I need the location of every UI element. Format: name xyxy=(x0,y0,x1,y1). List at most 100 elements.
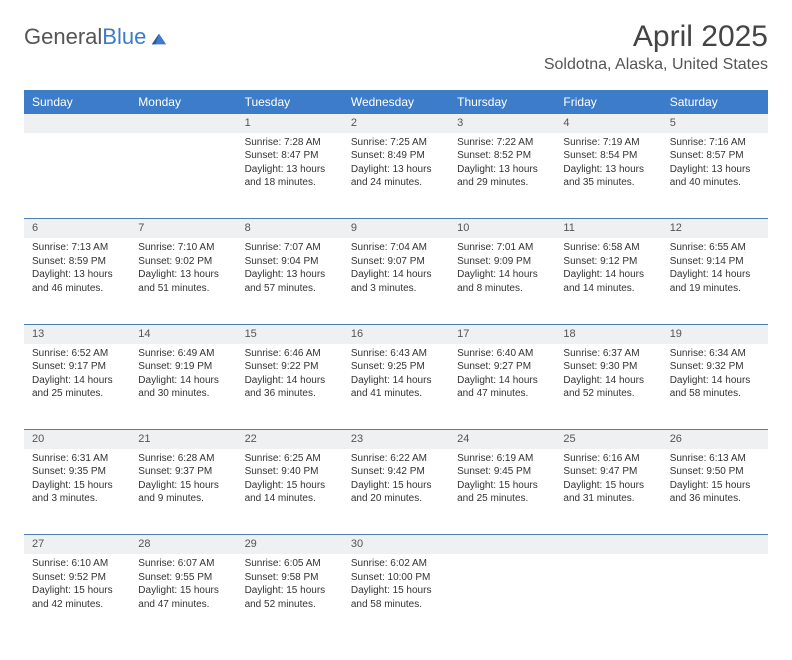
sunset-line: Sunset: 8:57 PM xyxy=(670,149,760,163)
day-cell xyxy=(130,133,236,219)
daylight-line: Daylight: 15 hours and 42 minutes. xyxy=(32,584,122,611)
sunset-line: Sunset: 9:30 PM xyxy=(563,360,653,374)
daylight-line: Daylight: 13 hours and 40 minutes. xyxy=(670,163,760,190)
day-cell: Sunrise: 7:25 AMSunset: 8:49 PMDaylight:… xyxy=(343,133,449,219)
daylight-line: Daylight: 14 hours and 52 minutes. xyxy=(563,374,653,401)
sunrise-line: Sunrise: 7:22 AM xyxy=(457,136,547,150)
daylight-line: Daylight: 15 hours and 52 minutes. xyxy=(245,584,335,611)
day-number-cell: 11 xyxy=(555,219,661,238)
brand-mark-icon xyxy=(150,28,168,46)
sunset-line: Sunset: 9:27 PM xyxy=(457,360,547,374)
day-number: 1 xyxy=(245,117,251,129)
day-cell: Sunrise: 6:55 AMSunset: 9:14 PMDaylight:… xyxy=(662,238,768,324)
day-number-cell: 3 xyxy=(449,114,555,133)
day-number-cell: 28 xyxy=(130,535,236,554)
day-number-cell: 13 xyxy=(24,324,130,343)
day-number-cell: 23 xyxy=(343,430,449,449)
day-cell: Sunrise: 6:49 AMSunset: 9:19 PMDaylight:… xyxy=(130,344,236,430)
day-number-cell: 16 xyxy=(343,324,449,343)
daylight-line: Daylight: 13 hours and 18 minutes. xyxy=(245,163,335,190)
day-number: 19 xyxy=(670,328,682,340)
weekday-header-row: SundayMondayTuesdayWednesdayThursdayFrid… xyxy=(24,90,768,114)
daylight-line: Daylight: 14 hours and 30 minutes. xyxy=(138,374,228,401)
daylight-line: Daylight: 13 hours and 57 minutes. xyxy=(245,268,335,295)
sunset-line: Sunset: 8:54 PM xyxy=(563,149,653,163)
day-number: 6 xyxy=(32,222,38,234)
daylight-line: Daylight: 14 hours and 14 minutes. xyxy=(563,268,653,295)
day-number-cell: 26 xyxy=(662,430,768,449)
day-cell: Sunrise: 7:28 AMSunset: 8:47 PMDaylight:… xyxy=(237,133,343,219)
day-number-cell xyxy=(130,114,236,133)
page-header: GeneralBlue April 2025 Soldotna, Alaska,… xyxy=(24,20,768,74)
day-cell: Sunrise: 6:52 AMSunset: 9:17 PMDaylight:… xyxy=(24,344,130,430)
sunrise-line: Sunrise: 6:16 AM xyxy=(563,452,653,466)
day-number: 28 xyxy=(138,538,150,550)
sunset-line: Sunset: 9:22 PM xyxy=(245,360,335,374)
week-row: Sunrise: 6:52 AMSunset: 9:17 PMDaylight:… xyxy=(24,344,768,430)
daylight-line: Daylight: 15 hours and 14 minutes. xyxy=(245,479,335,506)
daylight-line: Daylight: 15 hours and 25 minutes. xyxy=(457,479,547,506)
day-number: 27 xyxy=(32,538,44,550)
day-cell xyxy=(24,133,130,219)
sunrise-line: Sunrise: 6:37 AM xyxy=(563,347,653,361)
day-cell xyxy=(555,554,661,640)
day-number: 22 xyxy=(245,433,257,445)
daylight-line: Daylight: 14 hours and 3 minutes. xyxy=(351,268,441,295)
sunset-line: Sunset: 8:52 PM xyxy=(457,149,547,163)
day-number-cell: 9 xyxy=(343,219,449,238)
weekday-header: Monday xyxy=(130,90,236,114)
brand-part2: Blue xyxy=(102,24,146,50)
sunset-line: Sunset: 9:58 PM xyxy=(245,571,335,585)
sunset-line: Sunset: 9:37 PM xyxy=(138,465,228,479)
daylight-line: Daylight: 15 hours and 58 minutes. xyxy=(351,584,441,611)
daylight-line: Daylight: 14 hours and 41 minutes. xyxy=(351,374,441,401)
daynum-row: 13141516171819 xyxy=(24,324,768,343)
day-number-cell: 17 xyxy=(449,324,555,343)
day-cell: Sunrise: 6:10 AMSunset: 9:52 PMDaylight:… xyxy=(24,554,130,640)
day-number: 5 xyxy=(670,117,676,129)
sunset-line: Sunset: 9:19 PM xyxy=(138,360,228,374)
day-number-cell: 5 xyxy=(662,114,768,133)
sunrise-line: Sunrise: 6:31 AM xyxy=(32,452,122,466)
day-cell: Sunrise: 6:34 AMSunset: 9:32 PMDaylight:… xyxy=(662,344,768,430)
day-number: 25 xyxy=(563,433,575,445)
day-cell: Sunrise: 6:25 AMSunset: 9:40 PMDaylight:… xyxy=(237,449,343,535)
day-number-cell: 30 xyxy=(343,535,449,554)
day-cell: Sunrise: 7:04 AMSunset: 9:07 PMDaylight:… xyxy=(343,238,449,324)
sunset-line: Sunset: 9:04 PM xyxy=(245,255,335,269)
day-cell: Sunrise: 7:13 AMSunset: 8:59 PMDaylight:… xyxy=(24,238,130,324)
day-number: 16 xyxy=(351,328,363,340)
sunset-line: Sunset: 9:07 PM xyxy=(351,255,441,269)
day-number-cell: 29 xyxy=(237,535,343,554)
sunset-line: Sunset: 9:35 PM xyxy=(32,465,122,479)
weekday-header: Thursday xyxy=(449,90,555,114)
sunrise-line: Sunrise: 7:19 AM xyxy=(563,136,653,150)
day-number: 12 xyxy=(670,222,682,234)
daylight-line: Daylight: 14 hours and 47 minutes. xyxy=(457,374,547,401)
location-label: Soldotna, Alaska, United States xyxy=(544,56,768,74)
sunset-line: Sunset: 9:32 PM xyxy=(670,360,760,374)
daylight-line: Daylight: 13 hours and 29 minutes. xyxy=(457,163,547,190)
weekday-header: Tuesday xyxy=(237,90,343,114)
weekday-header: Wednesday xyxy=(343,90,449,114)
weekday-header: Sunday xyxy=(24,90,130,114)
day-number-cell: 8 xyxy=(237,219,343,238)
day-number-cell: 6 xyxy=(24,219,130,238)
sunset-line: Sunset: 9:25 PM xyxy=(351,360,441,374)
day-number: 18 xyxy=(563,328,575,340)
daylight-line: Daylight: 13 hours and 35 minutes. xyxy=(563,163,653,190)
sunrise-line: Sunrise: 6:43 AM xyxy=(351,347,441,361)
daylight-line: Daylight: 13 hours and 24 minutes. xyxy=(351,163,441,190)
day-cell: Sunrise: 6:02 AMSunset: 10:00 PMDaylight… xyxy=(343,554,449,640)
day-number: 2 xyxy=(351,117,357,129)
day-number-cell: 10 xyxy=(449,219,555,238)
day-cell: Sunrise: 6:46 AMSunset: 9:22 PMDaylight:… xyxy=(237,344,343,430)
day-cell: Sunrise: 6:31 AMSunset: 9:35 PMDaylight:… xyxy=(24,449,130,535)
sunrise-line: Sunrise: 6:02 AM xyxy=(351,557,441,571)
day-cell: Sunrise: 6:13 AMSunset: 9:50 PMDaylight:… xyxy=(662,449,768,535)
sunset-line: Sunset: 10:00 PM xyxy=(351,571,441,585)
day-cell: Sunrise: 7:07 AMSunset: 9:04 PMDaylight:… xyxy=(237,238,343,324)
daynum-row: 27 28 2930 xyxy=(24,535,768,554)
sunset-line: Sunset: 9:02 PM xyxy=(138,255,228,269)
day-number-cell: 21 xyxy=(130,430,236,449)
